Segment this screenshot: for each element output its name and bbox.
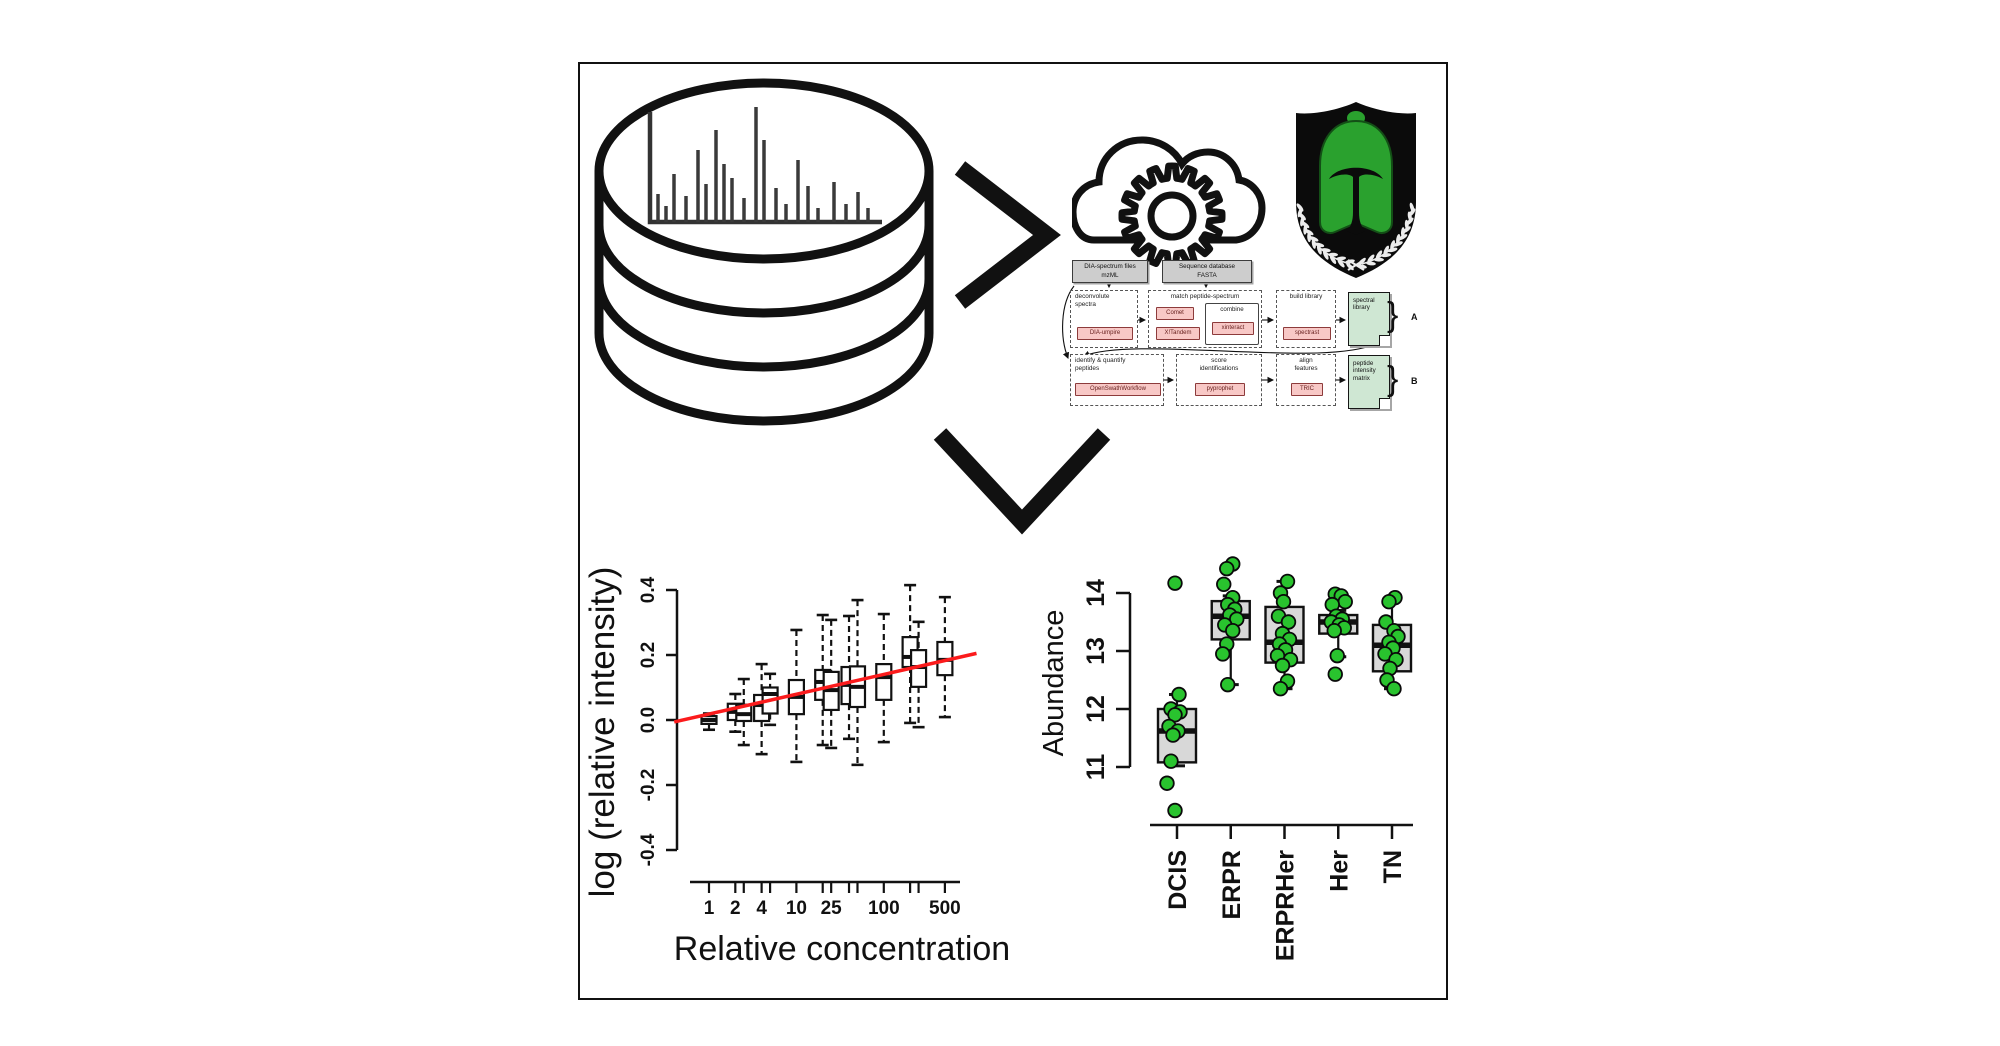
input-dia-spectrum-files: DIA-spectrum files mzML xyxy=(1072,260,1148,283)
svg-text:11: 11 xyxy=(1082,754,1110,781)
svg-text:2: 2 xyxy=(730,898,741,919)
cloud-gear-icon xyxy=(1072,136,1266,270)
tool-openswathworkflow: OpenSwathWorkflow xyxy=(1075,383,1161,396)
tool-tric: TRIC xyxy=(1291,383,1323,396)
svg-text:ERPRHer: ERPRHer xyxy=(1272,850,1300,961)
tool-dia-umpire: DIA-umpire xyxy=(1077,327,1133,340)
step-label: score identifications xyxy=(1199,357,1239,372)
spartan-helmet-icon xyxy=(1319,111,1393,235)
step-score-identifications: score identifications pyprophet xyxy=(1176,354,1262,406)
step-label: match peptide-spectrum xyxy=(1170,293,1240,300)
svg-text:13: 13 xyxy=(1082,637,1110,665)
abundance-boxplot-chart: 11 12 13 14 DCIS ERPR ERPRHer Her TN Abundance xyxy=(1038,556,1413,961)
graphical-abstract-figure: DIA-spectrum files mzML Sequence databas… xyxy=(578,62,1448,1000)
step-label: deconvolute spectra xyxy=(1075,293,1110,308)
output-spectral-library: spectral library xyxy=(1348,292,1390,346)
database-icon xyxy=(594,78,934,426)
step-identify-quantify: identify & quantify peptides OpenSwathWo… xyxy=(1070,354,1164,406)
svg-text:10: 10 xyxy=(786,898,807,919)
mass-spectrum-icon xyxy=(647,107,882,225)
tag-a: A xyxy=(1411,312,1418,322)
svg-text:100: 100 xyxy=(868,898,900,919)
bracket-b: } xyxy=(1387,360,1399,398)
step-label: identify & quantify peptides xyxy=(1075,357,1126,372)
svg-text:DCIS: DCIS xyxy=(1164,850,1192,910)
bracket-a: } xyxy=(1387,296,1399,334)
svg-text:-0.4: -0.4 xyxy=(638,833,659,866)
svg-text:500: 500 xyxy=(929,898,961,919)
svg-text:0.2: 0.2 xyxy=(638,642,659,668)
tool-xtandem: X!Tandem xyxy=(1156,327,1200,340)
calibration-boxplot-chart: -0.4 -0.2 0.0 0.2 0.4 1 2 4 10 25 100 500 log (rela… xyxy=(588,567,1010,968)
tool-spectrast: spectrast xyxy=(1283,327,1331,340)
chevron-right-icon xyxy=(954,161,1061,309)
svg-text:25: 25 xyxy=(821,898,843,919)
input-sequence-database: Sequence database FASTA xyxy=(1162,260,1252,283)
combine-box: combine xinteract xyxy=(1205,303,1259,345)
laurel-wreath-icon xyxy=(1296,202,1416,271)
tag-b: B xyxy=(1411,376,1418,386)
cal-ylabel: log (relative intensity) xyxy=(588,567,622,898)
cal-xlabel: Relative concentration xyxy=(674,930,1010,968)
dia-workflow-diagram: DIA-spectrum files mzML Sequence databas… xyxy=(1058,260,1430,409)
gear-icon xyxy=(1118,162,1226,270)
step-label: align features xyxy=(1294,357,1318,372)
abun-ylabel: Abundance xyxy=(1038,610,1070,757)
step-label: build library xyxy=(1289,293,1323,300)
step-deconvolute-spectra: deconvolute spectra DIA-umpire xyxy=(1070,290,1138,348)
tool-pyprophet: pyprophet xyxy=(1195,383,1245,396)
shield-helmet-logo xyxy=(1296,102,1416,278)
svg-text:12: 12 xyxy=(1082,695,1110,723)
svg-text:0.4: 0.4 xyxy=(638,576,659,603)
step-match-peptide-spectrum: match peptide-spectrum Comet X!Tandem co… xyxy=(1148,290,1262,348)
svg-text:Her: Her xyxy=(1325,850,1353,892)
combine-label: combine xyxy=(1220,306,1244,313)
chevron-down-icon xyxy=(933,428,1111,535)
tool-xinteract: xinteract xyxy=(1212,322,1254,335)
svg-text:4: 4 xyxy=(756,898,767,919)
svg-text:TN: TN xyxy=(1379,850,1407,883)
svg-text:ERPR: ERPR xyxy=(1218,850,1246,919)
output-peptide-intensity-matrix: peptide intensity matrix xyxy=(1348,355,1390,409)
tool-comet: Comet xyxy=(1156,307,1194,320)
step-align-features: align features TRIC xyxy=(1276,354,1336,406)
step-build-library: build library spectrast xyxy=(1276,290,1336,348)
svg-text:14: 14 xyxy=(1082,579,1110,607)
svg-text:0.0: 0.0 xyxy=(638,707,659,733)
svg-text:1: 1 xyxy=(704,898,715,919)
svg-text:-0.2: -0.2 xyxy=(638,769,659,802)
